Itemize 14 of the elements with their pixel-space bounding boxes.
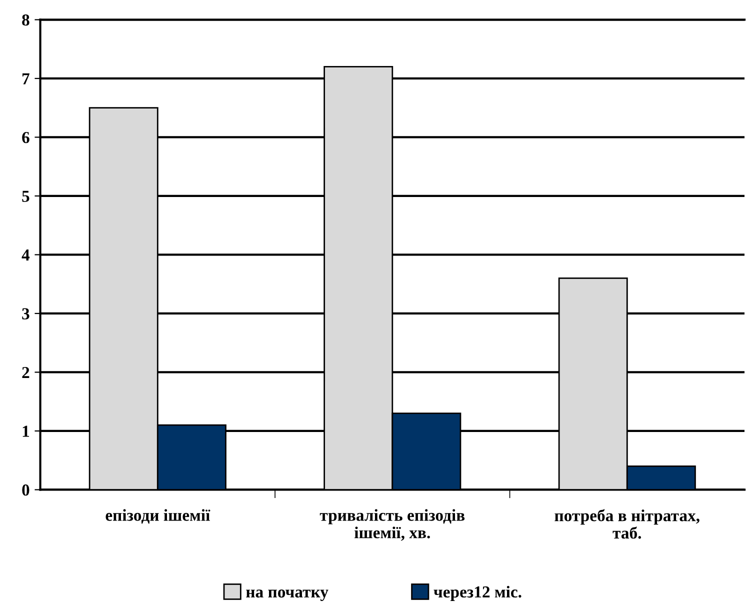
- y-tick-label: 3: [22, 308, 30, 320]
- y-tick-label: 5: [22, 190, 30, 202]
- legend-label: на початку: [246, 590, 328, 601]
- x-tick-label: потреба в нітратах, таб.: [554, 509, 700, 539]
- y-tick-label: 4: [22, 250, 30, 260]
- y-tick-label: 8: [22, 14, 30, 26]
- legend-label: через12 міс.: [434, 586, 522, 601]
- x-tick-label: епізоди ішемії: [106, 509, 210, 524]
- x-tick-label: тривалість епізодів ішемії, хв.: [320, 509, 465, 541]
- y-tick-label: 2: [22, 366, 30, 378]
- y-tick-label: 6: [22, 132, 30, 144]
- y-tick-label: 7: [22, 73, 30, 84]
- y-tick-label: 0: [22, 484, 30, 496]
- y-tick-label: 1: [22, 426, 30, 437]
